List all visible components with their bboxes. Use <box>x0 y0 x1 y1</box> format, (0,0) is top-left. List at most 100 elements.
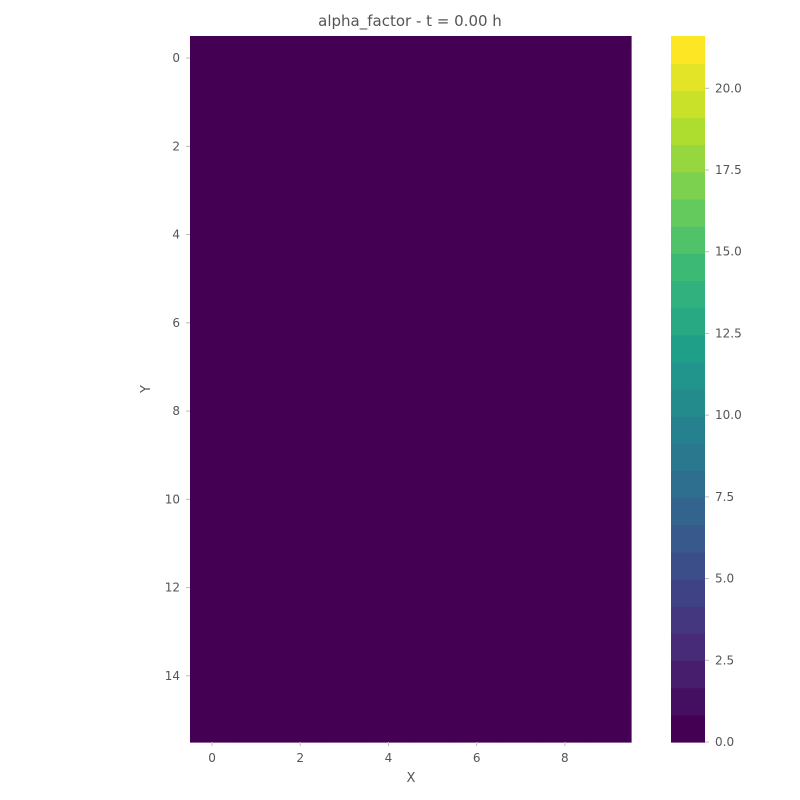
heatmap-cell <box>410 521 456 567</box>
heatmap-cell <box>542 256 588 302</box>
heatmap-cell <box>322 344 367 390</box>
x-axis-ticks: 0 2 4 6 8 <box>208 742 569 765</box>
heatmap-cell <box>542 168 588 214</box>
heatmap-cell <box>366 256 412 302</box>
heatmap-cell <box>498 212 544 258</box>
colorbar-tick-label: 7.5 <box>715 490 734 504</box>
heatmap-cell <box>542 124 588 169</box>
y-tick-label: 4 <box>172 228 180 242</box>
y-tick-label: 10 <box>165 492 180 506</box>
heatmap-cell <box>410 433 456 478</box>
heatmap-cell <box>454 256 500 302</box>
heatmap-cell <box>542 433 588 478</box>
heatmap-cell <box>498 565 544 611</box>
colorbar-level <box>671 551 705 580</box>
heatmap-cell <box>410 300 456 346</box>
heatmap-cell <box>410 124 456 169</box>
heatmap-cell <box>454 653 500 699</box>
x-tick-label: 0 <box>208 751 216 765</box>
colorbar-tick-label: 5.0 <box>715 572 734 586</box>
colorbar-level <box>671 361 705 390</box>
heatmap-cell <box>190 609 235 655</box>
colorbar-level <box>671 198 705 227</box>
heatmap-cell <box>586 212 632 258</box>
heatmap-cell <box>278 124 323 169</box>
colorbar-level <box>671 36 705 64</box>
heatmap-cell <box>366 697 412 743</box>
heatmap-cell <box>278 80 323 125</box>
heatmap-cell <box>234 300 279 346</box>
heatmap-cell <box>190 36 235 81</box>
heatmap-cell <box>586 565 632 611</box>
heatmap-cell <box>322 36 367 81</box>
heatmap-cell <box>278 36 323 81</box>
y-tick-label: 6 <box>172 316 180 330</box>
colorbar-ticks: 0.0 2.5 5.0 7.5 10.0 12.5 15.0 17.5 20.0 <box>705 81 742 749</box>
heatmap-cell <box>454 433 500 478</box>
colorbar-level <box>671 171 705 200</box>
colorbar-level <box>671 497 705 526</box>
heatmap-cell <box>366 124 412 169</box>
heatmap-cell <box>498 168 544 214</box>
heatmap-cell <box>498 521 544 567</box>
colorbar-tick-label: 2.5 <box>715 653 734 667</box>
heatmap-cell <box>410 168 456 214</box>
heatmap-cell <box>234 609 279 655</box>
heatmap-cell <box>278 300 323 346</box>
heatmap-cell <box>586 477 632 522</box>
heatmap-cell <box>278 521 323 567</box>
heatmap-cell <box>410 36 456 81</box>
heatmap-cell <box>322 124 367 169</box>
heatmap-cell <box>234 124 279 169</box>
y-tick-label: 8 <box>172 404 180 418</box>
heatmap-cell <box>322 521 367 567</box>
heatmap-cell <box>542 521 588 567</box>
heatmap-cell <box>234 168 279 214</box>
heatmap-cell <box>190 256 235 302</box>
heatmap-cell <box>366 521 412 567</box>
heatmap-cell <box>322 80 367 125</box>
heatmap-cell <box>234 389 279 434</box>
heatmap-cell <box>234 256 279 302</box>
heatmap-cell <box>454 565 500 611</box>
heatmap-cell <box>278 697 323 743</box>
heatmap-cells <box>190 36 632 743</box>
heatmap-cell <box>498 653 544 699</box>
colorbar <box>671 36 705 743</box>
heatmap-cell <box>410 344 456 390</box>
heatmap-cell <box>410 389 456 434</box>
heatmap-cell <box>542 565 588 611</box>
colorbar-level <box>671 687 705 716</box>
heatmap-cell <box>322 697 367 743</box>
heatmap-cell <box>454 124 500 169</box>
colorbar-level <box>671 307 705 336</box>
heatmap-cell <box>498 80 544 125</box>
heatmap-cell <box>542 477 588 522</box>
heatmap-cell <box>322 565 367 611</box>
heatmap-cell <box>586 697 632 743</box>
heatmap-cell <box>234 521 279 567</box>
heatmap-cell <box>586 168 632 214</box>
heatmap-cell <box>234 80 279 125</box>
colorbar-tick-label: 0.0 <box>715 735 734 749</box>
heatmap-cell <box>498 124 544 169</box>
heatmap-cell <box>190 433 235 478</box>
heatmap-cell <box>278 653 323 699</box>
x-tick-label: 4 <box>385 751 393 765</box>
heatmap-cell <box>190 477 235 522</box>
heatmap-cell <box>454 300 500 346</box>
y-tick-label: 12 <box>165 581 180 595</box>
heatmap-cell <box>278 477 323 522</box>
y-tick-label: 2 <box>172 139 180 153</box>
heatmap-cell <box>498 256 544 302</box>
colorbar-tick-label: 10.0 <box>715 408 742 422</box>
heatmap-cell <box>190 344 235 390</box>
heatmap-cell <box>366 212 412 258</box>
heatmap-cell <box>410 80 456 125</box>
heatmap-cell <box>586 256 632 302</box>
heatmap-cell <box>542 344 588 390</box>
heatmap-cell <box>322 477 367 522</box>
colorbar-level <box>671 389 705 417</box>
x-tick-label: 8 <box>561 751 569 765</box>
heatmap-cell <box>190 212 235 258</box>
